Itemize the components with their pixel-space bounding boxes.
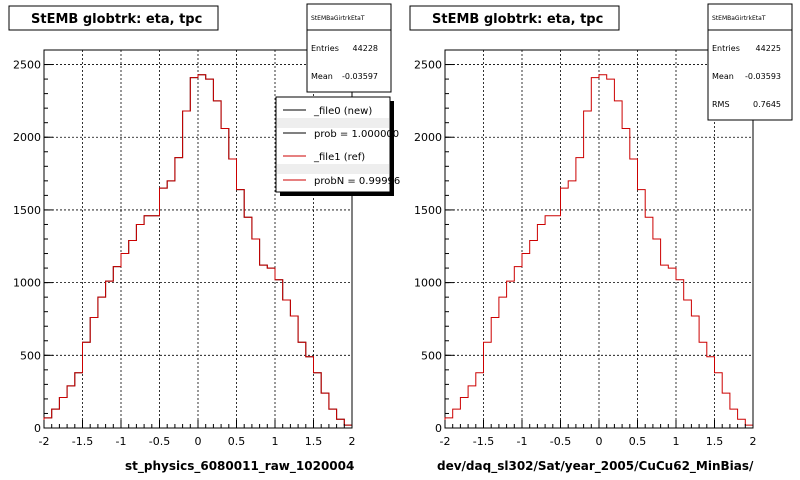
right-stats-rms-value: 0.7645 [753,100,781,109]
right-stats-entries-label: Entries [712,44,740,53]
right-stats-name: StEMBaGirtrkEtaT [712,15,766,22]
left-stats-entries-label: Entries [311,44,339,53]
x-tick-label: -0.5 [550,435,571,448]
right-stats-box [707,3,793,121]
left-x-axis-label: st_physics_6080011_raw_1020004 [125,459,354,474]
y-tick-label: 0 [34,422,41,435]
x-tick-label: -2 [440,435,451,448]
x-tick-label: -1.5 [473,435,494,448]
left-chart-title: StEMB globtrk: eta, tpc [31,12,202,27]
x-tick-label: 0.5 [228,435,246,448]
y-tick-label: 2000 [414,131,442,144]
x-tick-label: -1 [116,435,127,448]
legend-prob-label: prob = 1.000000 [314,129,399,140]
right-histogram-series [444,74,754,428]
legend-file0-label: _file0 (new) [313,106,372,117]
left-axes: -2 -1.5 -1 -0.5 0 0.5 1 1.5 2 0 500 1000 1500 2000 250… [13,49,356,448]
x-tick-label: 0 [596,435,603,448]
left-stats-box [306,3,392,93]
right-chart-title: StEMB globtrk: eta, tpc [432,12,603,27]
right-stats-mean-label: Mean [712,72,734,81]
left-title-box [8,5,219,31]
x-tick-label: 1.5 [706,435,724,448]
left-stats-entries-value: 44228 [353,44,378,53]
x-tick-label: 2 [750,435,757,448]
x-tick-label: 0.5 [629,435,647,448]
x-tick-label: -2 [39,435,50,448]
y-tick-label: 1500 [414,204,442,217]
histogram-series-0 [444,74,754,428]
x-tick-label: 1 [272,435,279,448]
x-tick-label: 2 [349,435,356,448]
y-tick-label: 1000 [414,277,442,290]
left-stats-mean-label: Mean [311,72,333,81]
right-histogram-panel: StEMB globtrk: eta, tpc -2 -1.5 -1 -0.5 0 0.5… [409,3,793,474]
y-tick-label: 1000 [13,277,41,290]
right-stats-rms-label: RMS [712,100,730,109]
legend-box [275,96,391,193]
right-stats-entries-value: 44225 [756,44,781,53]
x-tick-label: -0.5 [149,435,170,448]
y-tick-label: 500 [421,349,442,362]
y-tick-label: 2500 [414,59,442,72]
legend-probn-label: probN = 0.99996 [314,176,400,187]
x-tick-label: 0 [195,435,202,448]
legend-file1-label: _file1 (ref) [313,152,365,163]
right-axes: -2 -1.5 -1 -0.5 0 0.5 1 1.5 2 0 500 1000 1500 2000 250… [414,49,757,448]
y-tick-label: 0 [435,422,442,435]
left-histogram-panel: StEMB globtrk: eta, tpc -2 -1.5 -1 -0.5 0 0.5… [8,3,400,474]
right-title-box [409,5,620,31]
right-stats-mean-value: -0.03593 [745,72,781,81]
x-tick-label: -1.5 [72,435,93,448]
y-tick-label: 2000 [13,131,41,144]
histogram-series-1 [43,74,353,428]
x-tick-label: 1.5 [305,435,323,448]
y-tick-label: 500 [20,349,41,362]
left-stats-name: StEMBaGirtrkEtaT [311,15,365,22]
x-tick-label: 1 [673,435,680,448]
right-x-axis-label: dev/daq_sl302/Sat/year_2005/CuCu62_MinBi… [437,459,754,474]
y-tick-label: 1500 [13,204,41,217]
left-histogram-series [43,74,353,428]
y-tick-label: 2500 [13,59,41,72]
left-stats-mean-value: -0.03597 [342,72,378,81]
x-tick-label: -1 [517,435,528,448]
